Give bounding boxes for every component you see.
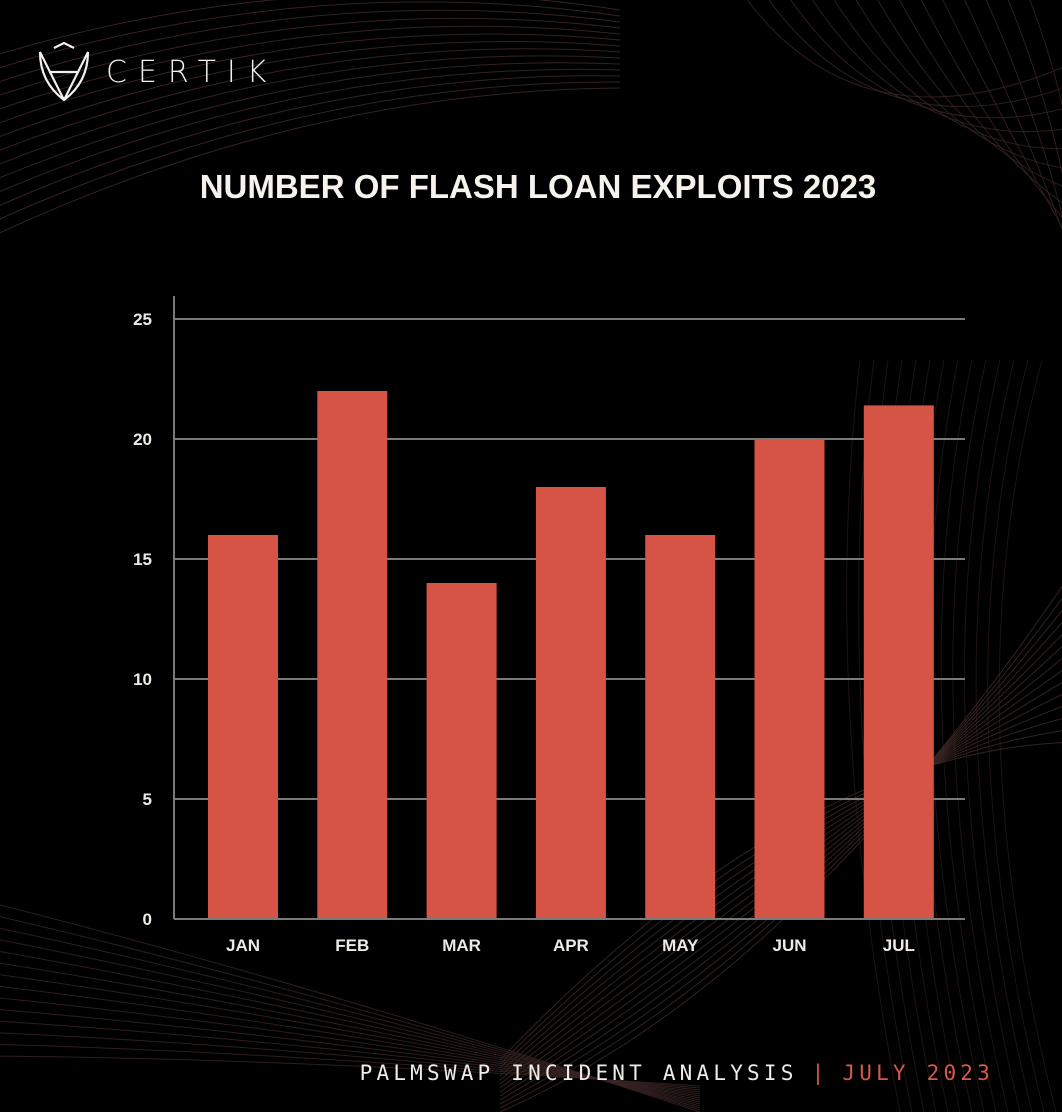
wave-line xyxy=(985,0,1062,217)
wave-line xyxy=(0,17,621,96)
y-tick-label: 0 xyxy=(143,910,152,929)
wave-line xyxy=(846,359,901,1112)
footer: PALMSWAP INCIDENT ANALYSIS | JULY 2023 xyxy=(360,1061,994,1085)
x-tick-label: APR xyxy=(553,936,589,955)
y-axis-ticks: 0 5 10 15 20 25 xyxy=(133,310,152,929)
wave-line xyxy=(0,75,621,206)
wave-line xyxy=(0,87,621,234)
wave-line xyxy=(746,0,1062,98)
bar-mar xyxy=(426,583,497,918)
y-tick-label: 25 xyxy=(133,310,152,329)
wave-line xyxy=(0,1055,701,1087)
wave-line xyxy=(942,0,1062,228)
x-tick-label: MAY xyxy=(662,936,699,955)
bar-apr xyxy=(535,487,606,918)
y-tick-label: 15 xyxy=(133,550,152,569)
footer-report-title: PALMSWAP INCIDENT ANALYSIS xyxy=(359,1061,798,1085)
wave-line xyxy=(1007,0,1062,175)
footer-separator: | xyxy=(811,1061,829,1085)
wave-line xyxy=(898,0,1062,204)
x-tick-label: MAR xyxy=(442,936,481,955)
wave-line xyxy=(1029,0,1062,107)
wave-line xyxy=(0,62,621,179)
x-tick-label: JUN xyxy=(772,936,806,955)
y-tick-label: 20 xyxy=(133,430,152,449)
wave-line xyxy=(0,41,621,137)
bar-jun xyxy=(754,439,825,918)
wave-line xyxy=(0,9,621,82)
x-tick-label: FEB xyxy=(335,936,369,955)
bar-feb xyxy=(317,391,388,918)
wave-line xyxy=(833,0,1062,150)
wave-line xyxy=(877,0,1062,187)
chart-title: NUMBER OF FLASH LOAN EXPLOITS 2023 xyxy=(199,168,877,205)
certik-shield-logo-icon xyxy=(38,42,90,102)
y-tick-label: 10 xyxy=(133,670,152,689)
wave-line xyxy=(987,359,1045,1112)
wave-line xyxy=(952,359,1009,1112)
wave-line xyxy=(940,359,997,1112)
brand-header: CERTIK xyxy=(36,42,277,102)
wave-line xyxy=(0,0,621,55)
wave-line xyxy=(0,1,621,69)
wave-line xyxy=(964,0,1062,231)
wave-line xyxy=(0,81,621,220)
wave-line xyxy=(998,359,1057,1112)
x-tick-label: JUL xyxy=(883,936,915,955)
brand-name: CERTIK xyxy=(106,54,278,90)
wave-line xyxy=(0,68,621,192)
y-tick-label: 5 xyxy=(143,790,152,809)
footer-date: JULY 2023 xyxy=(842,1061,994,1085)
wave-line xyxy=(975,359,1033,1112)
bar-jul xyxy=(863,405,934,918)
x-axis-ticks: JAN FEB MAR APR MAY JUN JUL xyxy=(226,936,915,955)
wave-line xyxy=(855,0,1062,169)
bars xyxy=(208,391,934,918)
wave-line xyxy=(0,33,621,124)
bar-jan xyxy=(208,535,278,918)
x-tick-label: JAN xyxy=(226,936,260,955)
wave-line xyxy=(0,48,621,151)
wave-line xyxy=(0,55,621,165)
wave-line xyxy=(963,359,1021,1112)
wave-line xyxy=(920,0,1062,218)
wave-line xyxy=(768,0,1062,107)
bar-may xyxy=(645,535,716,918)
